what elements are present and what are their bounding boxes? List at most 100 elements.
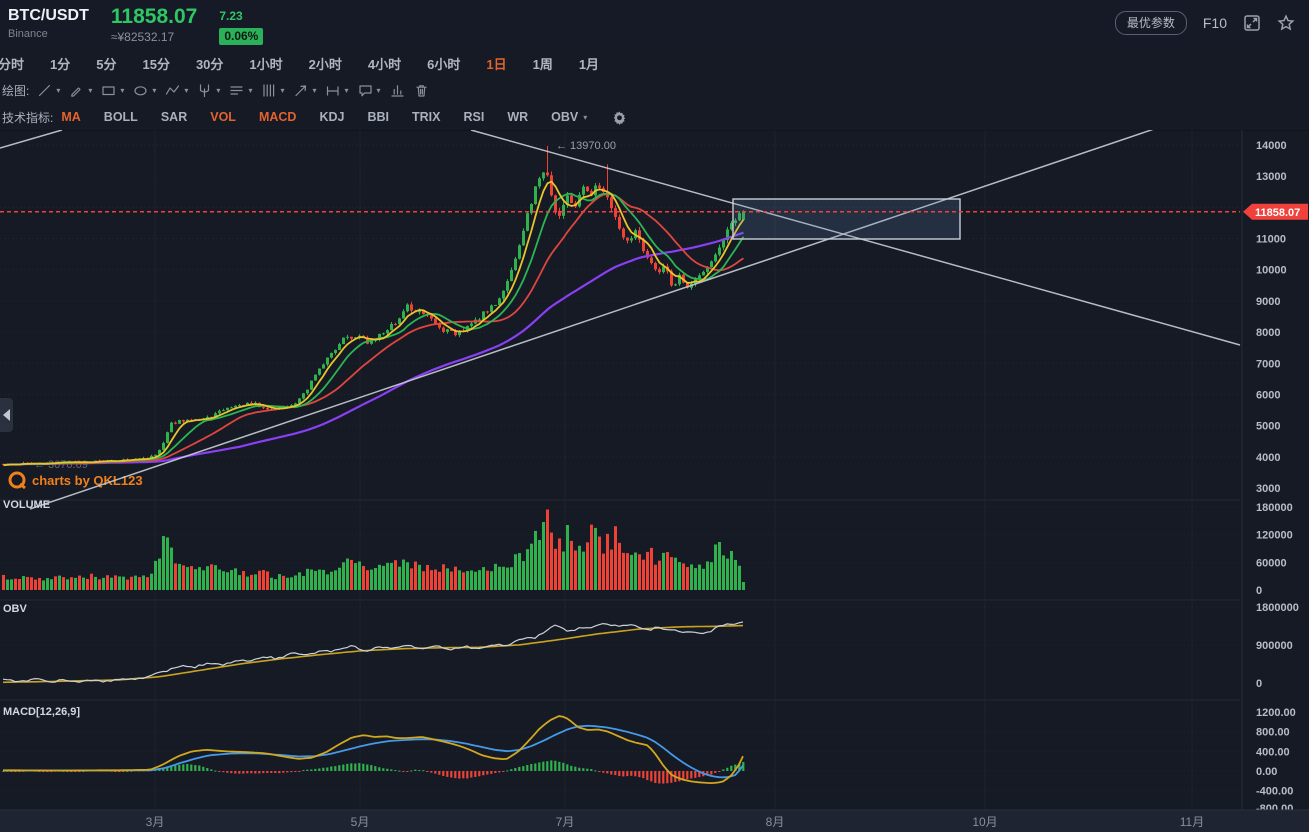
indicator-rsi[interactable]: RSI <box>463 110 485 124</box>
chevron-down-icon[interactable]: ▾ <box>56 86 61 95</box>
month-label: 5月 <box>351 815 370 829</box>
price-change-percent-badge: 0.06% <box>219 28 264 45</box>
indicator-sar[interactable]: SAR <box>160 110 188 124</box>
svg-text:1800000: 1800000 <box>1256 602 1299 614</box>
ma-yellow-line <box>3 180 745 466</box>
volume-pane-label: VOLUME <box>3 499 50 511</box>
vertical-lines-tool[interactable]: ▾ <box>261 83 284 98</box>
trendline-drawing-2[interactable] <box>0 129 63 149</box>
timeframe-item-4小时[interactable]: 4小时 <box>367 57 402 72</box>
svg-text:800.00: 800.00 <box>1256 727 1290 739</box>
favorite-star-icon[interactable] <box>1277 14 1295 32</box>
svg-text:6000: 6000 <box>1256 389 1280 401</box>
obv-pane-label: OBV <box>3 603 28 615</box>
indicator-obv[interactable]: OBV ▾ <box>551 110 588 124</box>
chevron-down-icon[interactable]: ▾ <box>184 86 189 95</box>
trendline-drawing-0[interactable] <box>29 126 1161 510</box>
grid-lines <box>0 144 1240 792</box>
month-label: 10月 <box>972 815 997 829</box>
fullscreen-icon[interactable] <box>1243 14 1261 32</box>
svg-text:180000: 180000 <box>1256 502 1293 514</box>
timeframe-item-5分[interactable]: 5分 <box>96 57 117 72</box>
timeframe-item-分时[interactable]: 分时 <box>0 57 25 72</box>
symbol-title: BTC/USDT <box>8 7 89 24</box>
svg-text:60000: 60000 <box>1256 557 1287 569</box>
timeframe-item-1分[interactable]: 1分 <box>50 57 71 72</box>
chevron-down-icon[interactable]: ▾ <box>88 86 93 95</box>
timeframe-item-1月[interactable]: 1月 <box>578 57 600 72</box>
trash-tool[interactable] <box>414 83 429 98</box>
horizontal-ray-tool[interactable]: ▾ <box>325 83 349 98</box>
indicator-trix[interactable]: TRIX <box>411 110 441 124</box>
month-label: 7月 <box>556 815 575 829</box>
chevron-down-icon[interactable]: ▾ <box>248 86 253 95</box>
indicator-wr[interactable]: WR <box>507 110 529 124</box>
time-axis-strip[interactable] <box>0 810 1309 832</box>
timeframe-item-30分[interactable]: 30分 <box>195 57 224 72</box>
indicator-bbi[interactable]: BBI <box>367 110 389 124</box>
chevron-down-icon[interactable]: ▾ <box>280 86 285 95</box>
timeframe-item-15分[interactable]: 15分 <box>142 57 170 72</box>
indicator-kdj[interactable]: KDJ <box>319 110 345 124</box>
ma-purple-line <box>3 231 744 467</box>
svg-text:5000: 5000 <box>1256 421 1280 433</box>
timeframe-item-1小时[interactable]: 1小时 <box>249 57 283 72</box>
peak-annotation: ← 13970.00 <box>556 140 616 152</box>
chevron-down-icon[interactable]: ▾ <box>312 86 317 95</box>
obv-ma-line <box>2 624 744 684</box>
month-label: 11月 <box>1180 815 1204 829</box>
chevron-down-icon[interactable]: ▾ <box>120 86 125 95</box>
macd-pane-label: MACD[12,26,9] <box>3 706 80 718</box>
zigzag-tool[interactable]: ▾ <box>165 83 188 98</box>
rectangle-tool[interactable]: ▾ <box>101 83 124 98</box>
ellipse-tool[interactable]: ▾ <box>133 83 156 98</box>
svg-text:1200.00: 1200.00 <box>1256 707 1296 719</box>
rectangle-drawing[interactable] <box>732 198 961 240</box>
svg-text:-400.00: -400.00 <box>1256 786 1293 798</box>
svg-text:13000: 13000 <box>1256 171 1287 183</box>
timeframe-item-1日[interactable]: 1日 <box>486 57 507 72</box>
chevron-down-icon[interactable]: ▾ <box>376 86 381 95</box>
drawing-toolbar: 绘图: ▾ ▾ ▾ ▾ ▾ ▾ ▾ ▾ ▾ ▾ ▾ <box>0 77 1309 105</box>
indicator-ma[interactable]: MA <box>61 110 81 124</box>
chevron-down-icon[interactable]: ▾ <box>344 86 349 95</box>
chevron-down-icon[interactable]: ▾ <box>216 86 221 95</box>
svg-text:400.00: 400.00 <box>1256 746 1290 758</box>
chevron-down-icon[interactable]: ▾ <box>152 86 157 95</box>
pencil-tool[interactable]: ▾ <box>69 83 92 98</box>
drawing-tool-items: ▾ ▾ ▾ ▾ ▾ ▾ ▾ ▾ ▾ ▾ ▾ <box>37 83 437 98</box>
timeframe-item-2小时[interactable]: 2小时 <box>308 57 342 72</box>
month-label: 8月 <box>766 815 785 829</box>
chevron-down-icon[interactable]: ▾ <box>583 112 588 122</box>
indicator-vol[interactable]: VOL <box>210 110 236 124</box>
trend-line-tool[interactable]: ▾ <box>37 83 60 98</box>
indicators-toolbar-label: 技术指标: <box>2 110 54 125</box>
indicator-macd[interactable]: MACD <box>258 110 297 124</box>
svg-text:11000: 11000 <box>1256 234 1286 246</box>
trendline-drawing-1[interactable] <box>470 129 1241 346</box>
ma-lines <box>3 180 745 467</box>
price-block: 11858.07 ≈¥82532.17 <box>110 5 198 45</box>
arrow-tool[interactable]: ▾ <box>293 83 316 98</box>
parallel-lines-tool[interactable]: ▾ <box>229 83 252 98</box>
indicator-boll[interactable]: BOLL <box>103 110 138 124</box>
pitchfork-tool[interactable]: ▾ <box>197 83 220 98</box>
volume-bars <box>2 509 745 590</box>
indicator-settings-gear-icon[interactable] <box>612 110 627 125</box>
last-price: 11858.07 <box>110 5 198 28</box>
price-cny: ≈¥82532.17 <box>110 30 175 44</box>
timeframe-item-1周[interactable]: 1周 <box>532 57 553 72</box>
macd-histogram <box>2 760 745 784</box>
collapse-panel-handle[interactable] <box>0 398 13 432</box>
indicator-panel-tool[interactable] <box>390 83 405 98</box>
svg-text:7000: 7000 <box>1256 358 1280 370</box>
svg-text:0: 0 <box>1256 585 1262 597</box>
timeframe-item-6小时[interactable]: 6小时 <box>427 57 461 72</box>
svg-text:8000: 8000 <box>1256 327 1280 339</box>
f10-button[interactable]: F10 <box>1202 15 1227 31</box>
best-params-button[interactable]: 最优参数 <box>1114 11 1187 35</box>
text-bubble-tool[interactable]: ▾ <box>358 83 381 98</box>
ma-red-line <box>3 193 745 466</box>
